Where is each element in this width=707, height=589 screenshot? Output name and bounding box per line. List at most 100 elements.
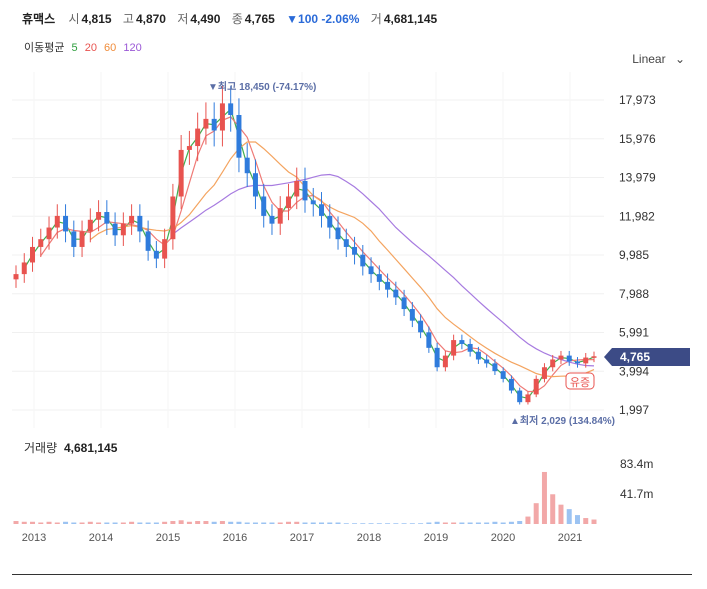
candle-body [261,196,267,216]
volume-bar [153,522,159,524]
candle-body [153,250,159,259]
ma-20-label[interactable]: 20 [84,42,97,54]
volume-bar [195,521,201,524]
high-value: 4,870 [135,12,166,26]
volume-bar [228,521,234,524]
y-tick-label: 1,997 [619,403,649,417]
volume-bar [79,522,85,524]
candle-body [63,215,69,232]
close-value: 4,765 [244,12,275,26]
volume-bar [426,522,432,524]
volume-bar [525,516,531,524]
candle-body [517,390,523,403]
candle-body [219,103,225,131]
candle-body [13,274,19,280]
volume-bar [120,522,126,524]
volume-bar [294,521,300,524]
volume-bar [451,522,457,524]
volume-tick-high: 83.4m [620,457,653,471]
volume-bar [13,521,19,524]
open-label: 시 [68,12,80,26]
candle-body [385,281,391,290]
candle-body [558,355,564,360]
volume-bar [277,522,283,524]
candle-body [426,332,432,348]
candle-body [451,340,457,356]
candle-body [145,231,151,251]
candle-body [120,223,126,236]
candle-body [236,114,242,158]
x-tick-label: 2018 [357,532,381,544]
volume-bar [87,521,93,524]
ma-120-label[interactable]: 120 [123,42,142,54]
volume-bar [96,522,102,524]
candle-body [79,231,85,247]
current-price-badge [604,348,690,366]
volume-bar [508,521,514,524]
close-label: 종 [231,12,243,26]
volume-bar [38,522,44,524]
candle-body [162,239,168,259]
volume-bar [517,521,523,524]
volume-bar [385,523,391,524]
volume-bar [434,521,440,524]
y-tick-label: 17,973 [619,93,656,107]
volume-bar [376,523,382,524]
candle-body [285,196,291,209]
x-tick-label: 2020 [491,532,515,544]
candle-body [195,128,201,147]
candle-body [393,289,399,298]
candle-body [54,215,60,228]
y-axis-ticks: 17,973 15,976 13,979 11,982 9,985 7,988 5,991 3… [619,93,656,417]
volume-bar [46,521,52,524]
volume-bar [203,521,209,524]
volume-bar [327,522,333,524]
current-price: 4,765 [620,350,650,364]
scale-toggle[interactable]: Linear ⌄ [632,52,685,66]
volume-bar [170,521,176,524]
volume-bar [252,522,258,524]
candle-body [269,215,275,224]
chevron-down-icon: ⌄ [674,52,685,66]
volume-bar [63,521,69,524]
event-tag-box[interactable] [565,372,595,390]
candle-body [137,215,143,232]
candles [13,86,597,405]
low-value: 4,490 [190,12,221,26]
candle-body [87,219,93,232]
candle-body [30,246,36,263]
candle-body [170,196,176,240]
candle-body [550,359,556,368]
y-tick-label: 5,991 [619,326,649,340]
volume-bar [186,521,192,524]
candle-body [335,227,341,240]
volume-bar [335,522,341,524]
candle-body [46,227,52,240]
candle-body [112,223,118,236]
candle-body [228,103,234,115]
y-tick-label: 3,994 [619,364,649,378]
volume-bar [137,522,143,524]
candle-body [591,356,597,358]
ma-60-label[interactable]: 60 [104,42,117,54]
volume-bar [401,523,407,524]
candle-body [211,118,217,131]
ma-legend: 이동평균 5 20 60 120 [24,39,146,55]
volume-bar [30,521,36,524]
candle-body [343,239,349,247]
volume-bar [566,509,572,524]
y-tick-label: 7,988 [619,287,649,301]
candle-body [475,351,481,360]
volume-bar [558,504,564,524]
candle-body [500,371,506,379]
candle-body [277,208,283,224]
volume-bar [129,521,135,524]
volume-bar [236,521,242,524]
low-annotation: ▲최저 2,029 (134.84%) [510,414,615,427]
ma-5-label[interactable]: 5 [71,42,78,54]
volume-bar [343,523,349,524]
volume-bar [211,521,217,524]
volume-bar [261,522,267,524]
candle-body [104,212,110,224]
